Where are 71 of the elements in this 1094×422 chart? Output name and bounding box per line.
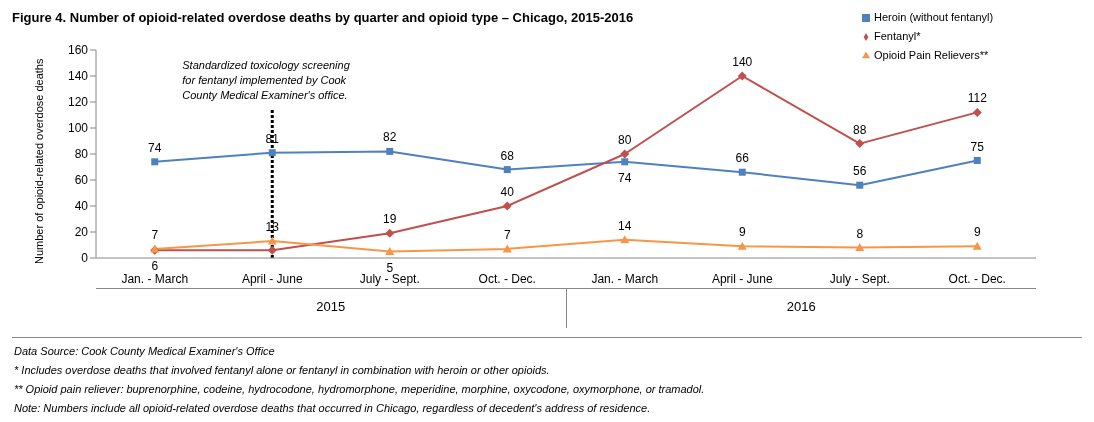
y-tick-label: 40 — [74, 199, 89, 214]
point — [973, 157, 981, 164]
x-tick-label: Jan. - March — [591, 271, 659, 286]
x-tick-label: Jan. - March — [121, 271, 189, 286]
legend-label: Opioid Pain Relievers** — [874, 49, 989, 61]
point — [267, 245, 277, 255]
y-tick-label: 0 — [81, 251, 89, 266]
point — [737, 241, 747, 250]
text: Note: Numbers include all opioid-related overdose deaths that occurred in Chicago, regardless of decedent's address of residence. — [14, 401, 652, 416]
point — [503, 166, 511, 174]
point — [621, 158, 629, 166]
data-label: 14 — [618, 218, 632, 233]
data-label: 74 — [148, 140, 162, 155]
point — [855, 243, 865, 252]
point — [972, 241, 982, 250]
data-label: 7 — [503, 227, 511, 242]
data-label: 6 — [151, 259, 159, 274]
x-tick-label: April - June — [241, 271, 303, 286]
data-label: 19 — [383, 212, 397, 227]
point — [856, 181, 864, 189]
point — [738, 168, 746, 176]
point — [385, 228, 395, 238]
text: ** Opioid pain reliever: buprenorphine, codeine, hydrocodone, hydromorphone, meperidine, morphine, oxycodone, oxymorphone, or tramadol. — [14, 382, 706, 397]
data-label: 13 — [265, 220, 280, 235]
y-tick-label: 140 — [67, 69, 89, 84]
point — [151, 158, 159, 166]
point — [267, 236, 277, 245]
text: 2015 — [315, 298, 347, 316]
point — [737, 71, 747, 81]
data-label: 9 — [738, 225, 746, 240]
point — [386, 147, 394, 155]
point — [855, 139, 865, 149]
point — [385, 247, 395, 255]
source-note: Data Source: Cook County Medical Examiner's Office — [14, 344, 276, 359]
data-label: 75 — [970, 139, 985, 154]
point — [620, 149, 630, 159]
ref-line-label: Standardized toxicology screening for fentanyl implemented by Cook County Medical Examiner's office. — [182, 59, 351, 102]
data-label: 68 — [500, 148, 515, 163]
data-label: 80 — [618, 133, 632, 147]
data-label: 66 — [735, 151, 750, 166]
x-tick-label: April - June — [711, 271, 773, 286]
point — [268, 149, 276, 157]
point — [972, 107, 982, 117]
data-label: 81 — [265, 131, 280, 146]
data-label: 82 — [383, 130, 397, 145]
chart-title: Figure 4. Number of opioid-related overdose deaths by quarter and opioid type – Chicago, 2015-2016 — [12, 10, 634, 25]
y-axis-title: Number of opioid-related overdose deaths — [32, 58, 45, 264]
text: * Includes overdose deaths that involved fentanyl alone or fentanyl in combination with heroin or other opioids. — [14, 363, 551, 378]
point — [502, 201, 512, 211]
y-tick-label: 100 — [67, 121, 89, 136]
y-tick-label: 80 — [74, 147, 89, 162]
data-label: 40 — [500, 185, 515, 199]
y-tick-label: 160 — [67, 43, 89, 58]
y-tick-label: 60 — [74, 173, 89, 188]
data-label: 56 — [853, 164, 867, 179]
text: 2016 — [565, 289, 1036, 328]
legend-label: Heroin (without fentanyl) — [874, 11, 994, 23]
data-label: 9 — [973, 225, 981, 240]
y-tick-label: 120 — [67, 95, 89, 110]
x-tick-label: July - Sept. — [829, 271, 890, 286]
x-tick-label: Oct. - Dec. — [478, 271, 536, 286]
legend-label: Fentanyl* — [874, 30, 921, 42]
x-tick-label: Oct. - Dec. — [948, 271, 1006, 286]
data-label: 74 — [618, 170, 632, 185]
data-label: 140 — [732, 55, 753, 69]
point — [620, 235, 630, 244]
y-tick-label: 20 — [74, 225, 89, 240]
data-label: 8 — [856, 226, 864, 241]
data-label: 112 — [967, 91, 988, 106]
data-label: 7 — [151, 227, 159, 242]
data-label: 88 — [853, 122, 867, 137]
